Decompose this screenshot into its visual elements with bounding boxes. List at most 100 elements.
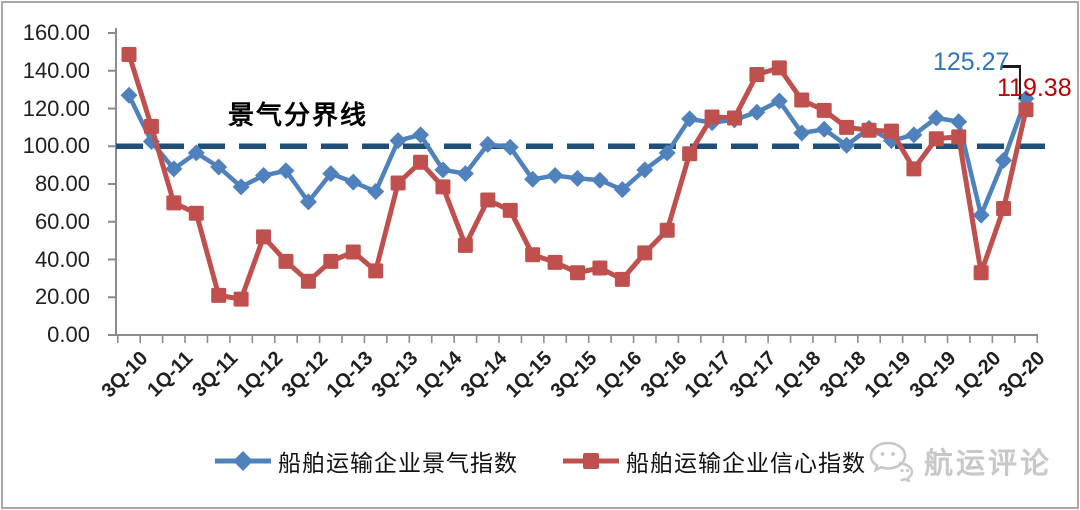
prosperity-data-marker bbox=[434, 161, 452, 179]
prosperity-data-marker bbox=[748, 103, 766, 121]
legend-item-prosperity: 船舶运输企业景气指数 bbox=[214, 444, 518, 478]
prosperity-data-marker bbox=[636, 161, 654, 179]
confidence-data-marker bbox=[570, 265, 585, 281]
confidence-data-marker bbox=[1018, 102, 1034, 118]
prosperity-line-marker-icon bbox=[215, 451, 271, 471]
y-axis-label: 140.00 bbox=[22, 57, 90, 83]
confidence-data-marker bbox=[525, 247, 541, 263]
confidence-data-marker bbox=[726, 110, 742, 126]
reference-line-label: 景气分界线 bbox=[228, 100, 369, 130]
confidence-data-marker bbox=[771, 60, 787, 76]
confidence-data-marker bbox=[457, 237, 473, 253]
y-axis-label: 60.00 bbox=[34, 208, 90, 234]
prosperity-data-marker bbox=[950, 113, 968, 131]
confidence-data-marker bbox=[614, 271, 630, 287]
confidence-data-marker bbox=[256, 229, 272, 245]
prosperity-data-marker bbox=[389, 132, 407, 150]
prosperity-data-marker bbox=[456, 165, 474, 183]
confidence-data-marker bbox=[233, 291, 249, 307]
watermark-text: 航运评论 bbox=[923, 448, 1052, 480]
prosperity-data-marker bbox=[187, 144, 205, 162]
y-axis-label: 80.00 bbox=[34, 171, 90, 196]
confidence-data-marker bbox=[143, 118, 159, 134]
confidence-data-marker bbox=[502, 202, 518, 218]
prosperity-data-marker bbox=[546, 167, 564, 185]
prosperity-data-marker bbox=[367, 183, 385, 201]
prosperity-data-marker bbox=[927, 109, 945, 127]
confidence-data-marker bbox=[928, 131, 944, 147]
y-axis-label: 0.00 bbox=[47, 322, 90, 347]
confidence-data-marker bbox=[323, 253, 339, 269]
confidence-data-marker bbox=[637, 245, 653, 261]
prosperity-data-marker bbox=[770, 92, 788, 110]
confidence-data-marker bbox=[659, 222, 675, 238]
prosperity-data-marker bbox=[120, 86, 138, 104]
prosperity-data-marker bbox=[591, 171, 609, 189]
y-axis-label: 120.00 bbox=[22, 95, 90, 121]
confidence-data-marker bbox=[839, 119, 855, 135]
prosperity-data-marker bbox=[972, 206, 990, 224]
confidence-data-marker bbox=[480, 192, 496, 208]
confidence-data-marker bbox=[906, 161, 922, 177]
annotation-prosperity-value: 125.27 bbox=[933, 48, 1010, 76]
confidence-data-marker bbox=[345, 244, 361, 260]
confidence-data-marker bbox=[368, 263, 384, 279]
prosperity-data-marker bbox=[322, 165, 340, 183]
y-axis-label: 20.00 bbox=[34, 284, 90, 310]
prosperity-data-marker bbox=[501, 138, 519, 156]
confidence-data-marker bbox=[861, 122, 877, 138]
confidence-data-marker bbox=[704, 109, 720, 125]
y-axis-label: 100.00 bbox=[22, 133, 90, 159]
prosperity-data-marker bbox=[995, 151, 1013, 169]
prosperity-data-marker bbox=[412, 126, 430, 144]
legend-label-prosperity: 船舶运输企业景气指数 bbox=[278, 450, 518, 476]
prosperity-data-marker bbox=[277, 162, 295, 180]
confidence-data-marker bbox=[794, 92, 810, 108]
watermark: 航运评论 bbox=[868, 440, 1052, 482]
confidence-data-marker bbox=[390, 175, 406, 191]
prosperity-data-marker bbox=[344, 173, 362, 191]
callout-bracket-horizontal bbox=[1001, 65, 1021, 68]
prosperity-data-marker bbox=[815, 120, 833, 138]
confidence-data-marker bbox=[592, 260, 608, 276]
confidence-data-marker bbox=[300, 273, 316, 289]
confidence-data-marker bbox=[816, 102, 832, 118]
prosperity-data-marker bbox=[524, 170, 542, 188]
confidence-data-marker bbox=[188, 205, 204, 221]
prosperity-data-marker bbox=[793, 124, 811, 142]
legend-item-confidence: 船舶运输企业信心指数 bbox=[562, 444, 866, 478]
confidence-data-marker bbox=[682, 146, 698, 162]
confidence-data-marker bbox=[749, 67, 765, 83]
confidence-data-marker bbox=[121, 47, 137, 63]
confidence-line-marker-icon bbox=[563, 453, 619, 469]
chat-bubbles-icon bbox=[869, 441, 914, 482]
confidence-data-marker bbox=[435, 179, 451, 195]
prosperity-data-marker bbox=[255, 167, 273, 185]
confidence-data-marker bbox=[996, 201, 1012, 217]
y-axis-label: 40.00 bbox=[34, 246, 90, 272]
confidence-data-marker bbox=[413, 154, 429, 170]
confidence-data-marker bbox=[166, 195, 182, 211]
confidence-data-marker bbox=[278, 253, 294, 269]
prosperity-data-marker bbox=[613, 181, 631, 199]
chart-legend: 船舶运输企业景气指数 船舶运输企业信心指数 bbox=[0, 444, 1080, 478]
prosperity-data-marker bbox=[681, 110, 699, 128]
callout-bracket-vertical bbox=[1018, 65, 1021, 99]
prosperity-data-marker bbox=[165, 160, 183, 178]
confidence-data-marker bbox=[973, 265, 989, 281]
prosperity-data-marker bbox=[479, 135, 497, 153]
confidence-data-marker bbox=[211, 287, 227, 303]
prosperity-data-marker bbox=[905, 126, 923, 144]
prosperity-data-marker bbox=[838, 136, 856, 154]
confidence-data-marker bbox=[883, 123, 899, 139]
prosperity-data-marker bbox=[232, 178, 250, 196]
confidence-data-marker bbox=[951, 129, 967, 145]
annotation-confidence-value: 119.38 bbox=[997, 74, 1072, 102]
prosperity-data-marker bbox=[299, 193, 317, 211]
prosperity-data-marker bbox=[569, 169, 586, 187]
confidence-data-marker bbox=[547, 254, 563, 270]
prosperity-data-marker bbox=[658, 144, 676, 162]
y-axis-label: 160.00 bbox=[22, 20, 90, 45]
